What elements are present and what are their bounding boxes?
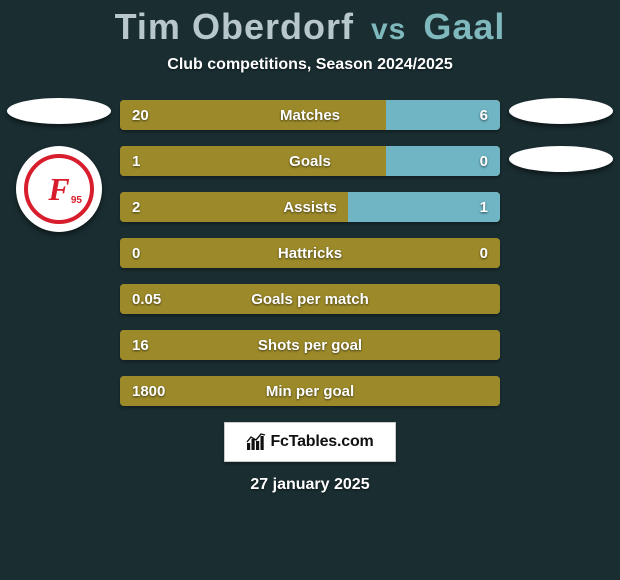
vs-label: vs <box>365 13 412 46</box>
player1-placeholder-photo <box>7 98 111 124</box>
right-badge-column <box>506 100 616 172</box>
player2-name: Gaal <box>423 6 505 47</box>
stat-label: Goals <box>120 146 500 176</box>
comparison-title: Tim Oberdorf vs Gaal <box>0 0 620 48</box>
stat-bar: 0.05Goals per match <box>120 284 500 314</box>
player1-name: Tim Oberdorf <box>115 6 354 47</box>
stat-bar: 16Shots per goal <box>120 330 500 360</box>
club-badge-ring: F 95 <box>24 154 94 224</box>
stat-bar: 00Hattricks <box>120 238 500 268</box>
snapshot-date: 27 january 2025 <box>0 476 620 494</box>
stat-label: Min per goal <box>120 376 500 406</box>
stat-bar: 10Goals <box>120 146 500 176</box>
stat-label: Assists <box>120 192 500 222</box>
content-area: F 95 206Matches 10Goals 21Assists 00Hattric… <box>0 100 620 406</box>
player2-placeholder-photo <box>509 98 613 124</box>
left-badge-column: F 95 <box>4 100 114 232</box>
brand-watermark: FcTables.com <box>224 422 396 462</box>
stat-label: Matches <box>120 100 500 130</box>
stat-bar: 21Assists <box>120 192 500 222</box>
stat-label: Goals per match <box>120 284 500 314</box>
brand-chart-icon <box>246 433 266 451</box>
stat-label: Hattricks <box>120 238 500 268</box>
player2-placeholder-club <box>509 146 613 172</box>
stat-bar: 1800Min per goal <box>120 376 500 406</box>
stat-bar: 206Matches <box>120 100 500 130</box>
player1-club-badge: F 95 <box>16 146 102 232</box>
brand-text: FcTables.com <box>270 433 373 451</box>
club-badge-letter: F <box>48 173 69 205</box>
stat-bars: 206Matches 10Goals 21Assists 00Hattricks 0.0… <box>120 100 500 406</box>
season-subtitle: Club competitions, Season 2024/2025 <box>0 56 620 74</box>
club-badge-sub: 95 <box>71 195 82 206</box>
stat-label: Shots per goal <box>120 330 500 360</box>
